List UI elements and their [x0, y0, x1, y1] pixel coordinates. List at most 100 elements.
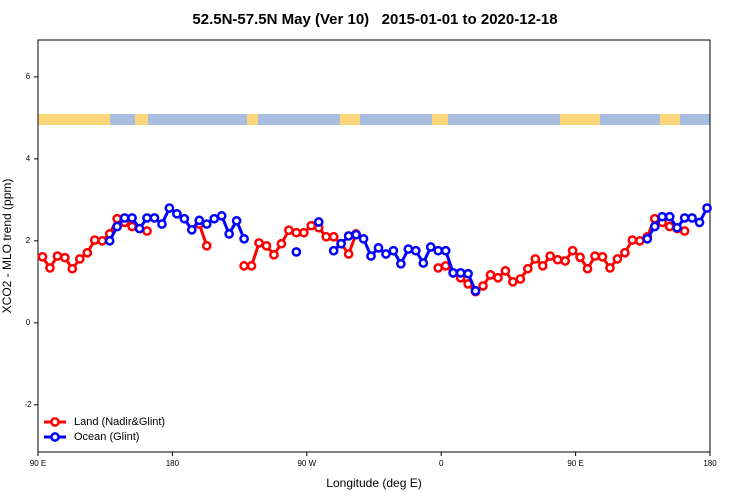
data-point: [664, 221, 675, 232]
data-point: [112, 213, 122, 224]
data-point: [537, 261, 548, 271]
legend-label: Land (Nadir&Glint): [74, 416, 165, 428]
data-point: [45, 263, 55, 273]
data-point: [448, 268, 458, 278]
data-point: [269, 249, 279, 260]
data-point: [679, 226, 690, 236]
data-point: [687, 213, 697, 223]
data-point: [694, 217, 705, 228]
data-point: [201, 240, 212, 251]
x-tick-label: 90 E: [567, 459, 583, 468]
data-point: [231, 215, 242, 226]
data-point: [239, 261, 249, 271]
data-point: [343, 231, 354, 241]
data-point: [388, 245, 399, 256]
y-tick-label: 6: [26, 72, 31, 81]
legend-label: Ocean (Glint): [74, 431, 139, 443]
data-point: [418, 258, 429, 268]
data-point: [440, 261, 451, 271]
data-point: [254, 238, 264, 248]
data-point: [60, 252, 70, 263]
data-point: [620, 247, 630, 258]
data-point: [500, 265, 511, 276]
data-point: [246, 261, 257, 271]
data-point: [605, 263, 615, 273]
data-point: [216, 211, 227, 221]
data-point: [590, 251, 600, 261]
data-point: [560, 256, 570, 266]
data-point: [142, 213, 152, 223]
data-point: [149, 213, 160, 223]
land-ocean-strip: [38, 114, 710, 125]
data-point: [522, 263, 533, 274]
data-point: [351, 229, 361, 240]
data-point: [545, 251, 556, 261]
data-point: [493, 272, 503, 283]
x-tick-label: 180: [703, 459, 717, 468]
data-point: [291, 227, 302, 238]
legend-marker: [50, 417, 60, 427]
data-point: [179, 213, 190, 224]
data-point: [306, 220, 317, 231]
data-point: [358, 233, 369, 244]
data-point: [298, 227, 309, 238]
data-point: [186, 224, 197, 235]
data-point: [119, 213, 130, 223]
data-point: [89, 235, 100, 245]
data-point: [567, 245, 578, 256]
data-point: [284, 225, 294, 236]
x-tick-label: 0: [439, 459, 444, 468]
x-axis-label: Longitude (deg E): [326, 476, 421, 490]
data-point: [381, 249, 391, 259]
data-point: [642, 233, 653, 244]
data-point: [597, 252, 608, 262]
y-tick-label: 4: [26, 154, 31, 163]
data-point: [142, 226, 152, 236]
data-point: [515, 274, 526, 284]
data-point: [702, 203, 712, 213]
data-point: [172, 208, 182, 219]
data-point: [508, 277, 518, 287]
data-point: [321, 231, 332, 242]
data-point: [433, 263, 444, 273]
data-point: [664, 211, 675, 222]
data-point: [425, 242, 436, 252]
y-axis-label: XCO2 - MLO trend (ppm): [0, 179, 14, 314]
data-point: [97, 236, 108, 246]
data-point: [291, 247, 302, 257]
data-point: [201, 219, 212, 229]
data-point: [74, 254, 85, 264]
data-point: [433, 245, 444, 256]
data-point: [134, 223, 145, 234]
chart-title: 52.5N-57.5N May (Ver 10) 2015-01-01 to 2…: [192, 11, 557, 28]
data-point: [127, 213, 137, 223]
data-point: [396, 258, 406, 269]
data-point: [455, 268, 466, 278]
data-point: [478, 281, 488, 291]
data-point: [627, 235, 638, 245]
data-point: [209, 213, 220, 224]
data-point: [657, 211, 668, 222]
data-point: [276, 238, 287, 249]
x-tick-label: 90 W: [297, 459, 316, 468]
data-point: [679, 213, 690, 223]
data-point: [470, 286, 481, 296]
y-tick-label: 2: [26, 236, 31, 245]
data-point: [410, 245, 421, 256]
data-point: [336, 238, 346, 249]
data-point: [157, 219, 167, 229]
data-point: [582, 263, 593, 274]
data-point: [164, 203, 175, 213]
y-tick-label: -2: [24, 400, 32, 409]
data-point: [112, 221, 122, 232]
legend-marker: [50, 432, 60, 442]
data-point: [328, 245, 339, 256]
data-point: [485, 270, 496, 280]
data-point: [313, 217, 324, 227]
data-point: [194, 215, 205, 226]
data-point: [463, 268, 473, 279]
data-point: [82, 247, 93, 258]
data-point: [403, 244, 414, 254]
data-point: [52, 251, 63, 261]
